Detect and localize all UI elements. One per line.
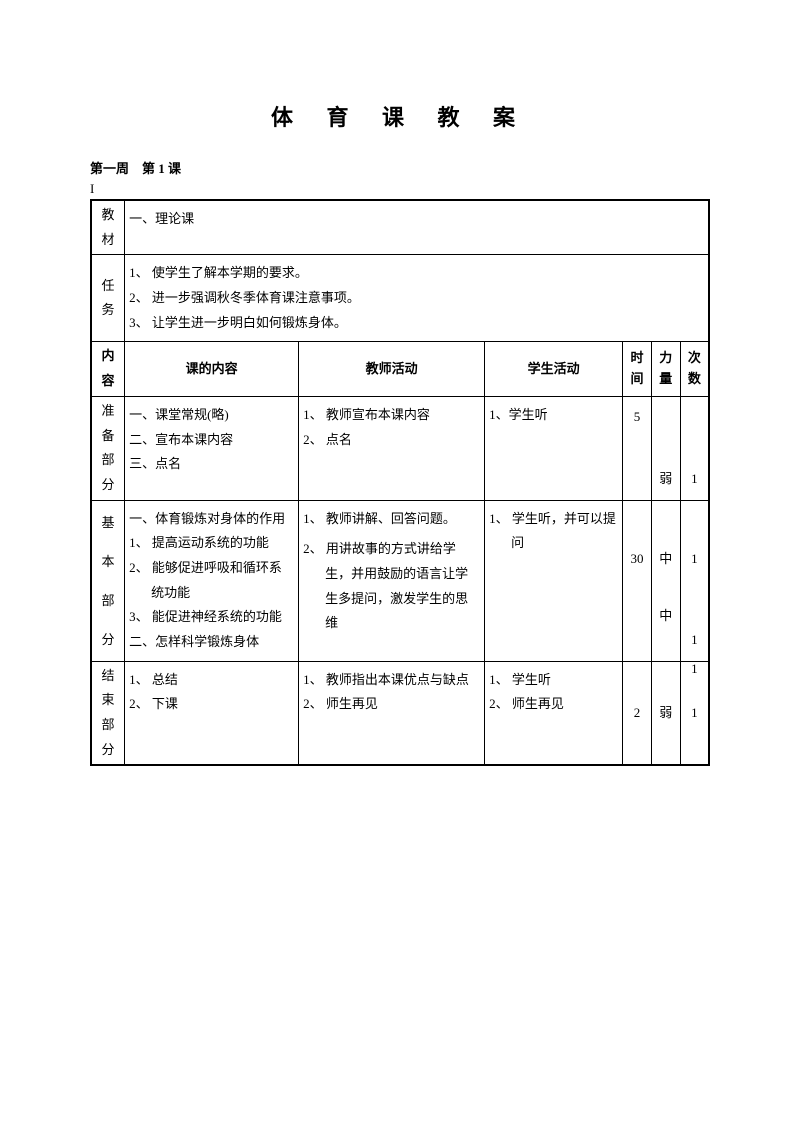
section-marker: I bbox=[90, 181, 710, 197]
basic-student: 1、 学生听，并可以提问 bbox=[485, 500, 623, 661]
basic-label: 基本部分 bbox=[91, 500, 125, 661]
basic-content: 一、体育锻炼对身体的作用 1、 提高运动系统的功能 2、 能够促进呼吸和循环系统… bbox=[125, 500, 299, 661]
end-time: 2 bbox=[623, 661, 652, 765]
list-item: 1、学生听 bbox=[489, 403, 618, 428]
list-item: 1、 教师讲解、回答问题。 bbox=[303, 507, 480, 532]
prepare-intensity: 弱 bbox=[651, 396, 680, 500]
task-line: 1、 使学生了解本学期的要求。 bbox=[129, 261, 704, 286]
prepare-student: 1、学生听 bbox=[485, 396, 623, 500]
task-content: 1、 使学生了解本学期的要求。 2、 进一步强调秋冬季体育课注意事项。 3、 让… bbox=[125, 255, 709, 342]
header-intensity: 力量 bbox=[651, 342, 680, 396]
basic-count-col: 1 1 1 bbox=[680, 500, 709, 661]
task-label: 任务 bbox=[91, 255, 125, 342]
list-item: 1、 总结 bbox=[129, 668, 294, 693]
basic-row: 基本部分 一、体育锻炼对身体的作用 1、 提高运动系统的功能 2、 能够促进呼吸… bbox=[91, 500, 709, 661]
end-student: 1、 学生听 2、 师生再见 bbox=[485, 661, 623, 765]
page-title: 体 育 课 教 案 bbox=[90, 100, 710, 132]
material-content: 一、理论课 bbox=[125, 200, 709, 255]
basic-count-2: 1 bbox=[681, 657, 708, 682]
prepare-content: 一、课堂常规(略) 二、宣布本课内容 三、点名 bbox=[125, 396, 299, 500]
basic-count-3: 1 bbox=[681, 628, 708, 653]
end-row: 结束部分 1、 总结 2、 下课 1、 教师指出本课优点与缺点 2、 师生再见 … bbox=[91, 661, 709, 765]
end-teacher: 1、 教师指出本课优点与缺点 2、 师生再见 bbox=[299, 661, 485, 765]
task-line: 3、 让学生进一步明白如何锻炼身体。 bbox=[129, 311, 704, 336]
content-label: 内容 bbox=[91, 342, 125, 396]
list-item: 2、 师生再见 bbox=[489, 692, 618, 717]
list-item: 一、课堂常规(略) bbox=[129, 403, 294, 428]
basic-intensity-1: 中 bbox=[652, 547, 680, 572]
list-item: 2、 用讲故事的方式讲给学生，并用鼓励的语言让学生多提问，激发学生的思维 bbox=[303, 537, 480, 636]
basic-intensity-col: 中 中 bbox=[651, 500, 680, 661]
end-label: 结束部分 bbox=[91, 661, 125, 765]
list-item: 1、 学生听，并可以提问 bbox=[489, 507, 618, 556]
list-item: 三、点名 bbox=[129, 452, 294, 477]
basic-count-1: 1 bbox=[681, 547, 708, 572]
list-item: 1、 教师宣布本课内容 bbox=[303, 403, 480, 428]
prepare-teacher: 1、 教师宣布本课内容 2、 点名 bbox=[299, 396, 485, 500]
list-item: 2、 师生再见 bbox=[303, 692, 480, 717]
task-line: 2、 进一步强调秋冬季体育课注意事项。 bbox=[129, 286, 704, 311]
basic-intensity-2: 中 bbox=[652, 604, 680, 629]
end-intensity: 弱 bbox=[651, 661, 680, 765]
list-item: 3、 能促进神经系统的功能 bbox=[129, 605, 294, 630]
header-lesson-content: 课的内容 bbox=[125, 342, 299, 396]
prepare-time: 5 bbox=[623, 396, 652, 500]
basic-time: 30 bbox=[623, 500, 652, 661]
basic-teacher: 1、 教师讲解、回答问题。 2、 用讲故事的方式讲给学生，并用鼓励的语言让学生多… bbox=[299, 500, 485, 661]
prepare-label: 准备部分 bbox=[91, 396, 125, 500]
prepare-count: 1 bbox=[680, 396, 709, 500]
header-time: 时间 bbox=[623, 342, 652, 396]
header-student-activity: 学生活动 bbox=[485, 342, 623, 396]
material-label: 教材 bbox=[91, 200, 125, 255]
list-item: 一、体育锻炼对身体的作用 bbox=[129, 507, 294, 532]
lesson-plan-table: 教材 一、理论课 任务 1、 使学生了解本学期的要求。 2、 进一步强调秋冬季体… bbox=[90, 199, 710, 766]
header-count: 次数 bbox=[680, 342, 709, 396]
list-item: 1、 学生听 bbox=[489, 668, 618, 693]
end-content: 1、 总结 2、 下课 bbox=[125, 661, 299, 765]
list-item: 2、 能够促进呼吸和循环系统功能 bbox=[129, 556, 294, 605]
list-item: 二、宣布本课内容 bbox=[129, 428, 294, 453]
list-item: 2、 点名 bbox=[303, 428, 480, 453]
prepare-row: 准备部分 一、课堂常规(略) 二、宣布本课内容 三、点名 1、 教师宣布本课内容… bbox=[91, 396, 709, 500]
material-row: 教材 一、理论课 bbox=[91, 200, 709, 255]
task-row: 任务 1、 使学生了解本学期的要求。 2、 进一步强调秋冬季体育课注意事项。 3… bbox=[91, 255, 709, 342]
list-item: 2、 下课 bbox=[129, 692, 294, 717]
week-lesson-subtitle: 第一周 第 1 课 bbox=[90, 158, 710, 177]
list-item: 1、 教师指出本课优点与缺点 bbox=[303, 668, 480, 693]
header-teacher-activity: 教师活动 bbox=[299, 342, 485, 396]
table-header-row: 内容 课的内容 教师活动 学生活动 时间 力量 次数 bbox=[91, 342, 709, 396]
list-item: 二、怎样科学锻炼身体 bbox=[129, 630, 294, 655]
list-item: 1、 提高运动系统的功能 bbox=[129, 531, 294, 556]
